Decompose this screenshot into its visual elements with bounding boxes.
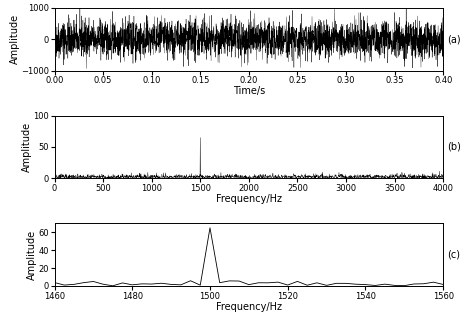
Text: (b): (b): [447, 142, 461, 152]
Y-axis label: Amplitude: Amplitude: [9, 14, 19, 64]
Text: (a): (a): [447, 34, 461, 44]
X-axis label: Frequency/Hz: Frequency/Hz: [216, 194, 282, 204]
Text: (c): (c): [447, 250, 460, 260]
X-axis label: Frequency/Hz: Frequency/Hz: [216, 302, 282, 312]
Y-axis label: Amplitude: Amplitude: [27, 230, 37, 280]
Y-axis label: Amplitude: Amplitude: [22, 122, 32, 172]
X-axis label: Time/s: Time/s: [233, 87, 265, 96]
